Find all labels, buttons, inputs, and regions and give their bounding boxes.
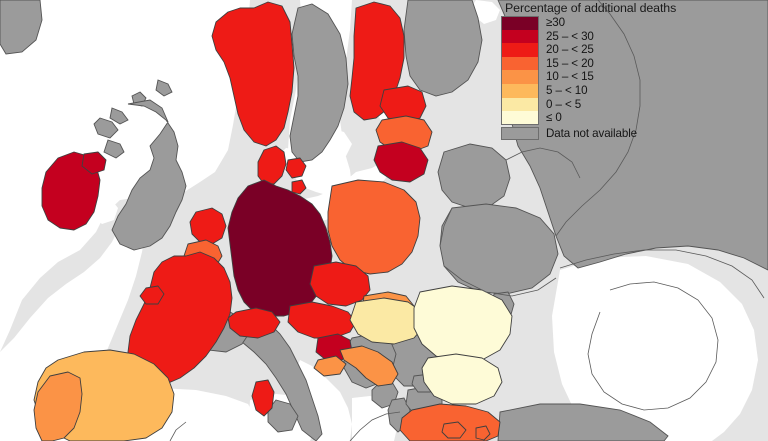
region-italy xyxy=(227,315,323,441)
region-croatia xyxy=(339,345,399,387)
region-belarus xyxy=(437,143,511,209)
region-estonia xyxy=(379,85,427,123)
legend-swatch-25-30 xyxy=(501,29,539,44)
legend-swatch-20-25 xyxy=(501,43,539,57)
region-lithuania xyxy=(373,141,429,183)
region-northern-ireland xyxy=(81,151,107,175)
legend-row-no-data[interactable]: Data not available xyxy=(501,126,716,141)
legend-swatch-le0 xyxy=(501,111,539,125)
region-sweden xyxy=(289,3,349,163)
legend-row-5-10[interactable]: 5 – < 10 xyxy=(501,83,716,98)
legend-row-20-25[interactable]: 20 – < 25 xyxy=(501,43,716,57)
legend-label-ge30: ≥30 xyxy=(546,16,565,29)
legend-label-15-20: 15 – < 20 xyxy=(546,56,594,70)
region-norway xyxy=(211,1,295,147)
legend-label-le0: ≤ 0 xyxy=(546,111,562,125)
legend-label-5-10: 5 – < 10 xyxy=(546,83,588,97)
legend-row-0-5[interactable]: 0 – < 5 xyxy=(501,97,716,112)
legend-row-15-20[interactable]: 15 – < 20 xyxy=(501,56,716,71)
legend-swatch-ge30 xyxy=(501,16,539,30)
region-hungary xyxy=(349,297,425,345)
legend-label-0-5: 0 – < 5 xyxy=(546,97,582,111)
legend-swatch-5-10 xyxy=(501,83,539,98)
legend-row-ge30[interactable]: ≥30 xyxy=(501,16,716,30)
region-corsica xyxy=(251,379,275,417)
region-austria xyxy=(287,301,357,339)
legend-swatch-15-20 xyxy=(501,56,539,71)
legend-label-no-data: Data not available xyxy=(546,126,638,140)
region-bulgaria xyxy=(421,353,503,405)
region-netherlands xyxy=(189,207,227,245)
legend-rows: ≥30 25 – < 30 20 – < 25 15 – < 20 10 – <… xyxy=(501,16,716,141)
legend-swatch-0-5 xyxy=(501,97,539,112)
legend-label-10-15: 10 – < 15 xyxy=(546,70,594,84)
region-poland xyxy=(327,179,421,275)
legend-row-le0[interactable]: ≤ 0 xyxy=(501,111,716,125)
legend-label-25-30: 25 – < 30 xyxy=(546,29,594,43)
region-denmark xyxy=(257,145,287,185)
legend-title: Percentage of additional deaths xyxy=(505,1,677,15)
legend-label-20-25: 20 – < 25 xyxy=(546,43,594,57)
grey-region-borders xyxy=(169,0,765,441)
region-greece xyxy=(399,403,501,441)
region-portugal xyxy=(33,371,83,441)
legend-row-10-15[interactable]: 10 – < 15 xyxy=(501,70,716,84)
legend-row-25-30[interactable]: 25 – < 30 xyxy=(501,29,716,44)
region-switzerland xyxy=(227,307,281,339)
map-legend: Percentage of additional deaths ≥30 25 –… xyxy=(501,1,716,141)
legend-swatch-no-data xyxy=(501,126,539,141)
region-ukraine xyxy=(439,203,559,295)
region-turkey xyxy=(497,403,669,441)
region-group-colored xyxy=(33,1,513,441)
region-czechia xyxy=(309,261,371,307)
legend-swatch-10-15 xyxy=(501,70,539,84)
